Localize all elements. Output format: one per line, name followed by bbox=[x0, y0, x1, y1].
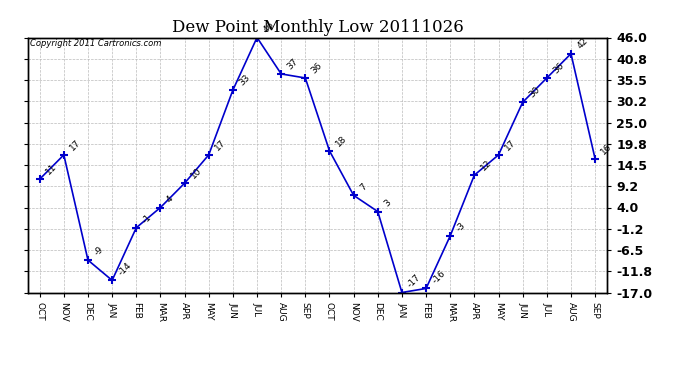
Text: 36: 36 bbox=[310, 61, 324, 75]
Text: -16: -16 bbox=[431, 269, 447, 286]
Text: -17: -17 bbox=[406, 273, 423, 290]
Text: 7: 7 bbox=[358, 182, 368, 193]
Text: 17: 17 bbox=[68, 138, 83, 152]
Text: 11: 11 bbox=[44, 162, 59, 176]
Text: 46: 46 bbox=[262, 20, 275, 35]
Text: -1: -1 bbox=[141, 212, 153, 225]
Text: 18: 18 bbox=[334, 134, 348, 148]
Text: 16: 16 bbox=[600, 142, 614, 156]
Text: -3: -3 bbox=[455, 220, 467, 233]
Text: Copyright 2011 Cartronics.com: Copyright 2011 Cartronics.com bbox=[30, 39, 162, 48]
Text: 17: 17 bbox=[503, 138, 518, 152]
Text: 42: 42 bbox=[575, 37, 589, 51]
Text: 12: 12 bbox=[479, 158, 493, 172]
Text: 36: 36 bbox=[551, 61, 566, 75]
Text: 33: 33 bbox=[237, 73, 252, 87]
Title: Dew Point Monthly Low 20111026: Dew Point Monthly Low 20111026 bbox=[172, 19, 463, 36]
Text: -14: -14 bbox=[117, 261, 133, 278]
Text: 30: 30 bbox=[527, 85, 542, 99]
Text: 37: 37 bbox=[286, 57, 300, 71]
Text: 17: 17 bbox=[213, 138, 228, 152]
Text: 3: 3 bbox=[382, 198, 393, 209]
Text: 10: 10 bbox=[189, 166, 204, 180]
Text: -9: -9 bbox=[92, 244, 105, 257]
Text: 4: 4 bbox=[165, 194, 175, 205]
